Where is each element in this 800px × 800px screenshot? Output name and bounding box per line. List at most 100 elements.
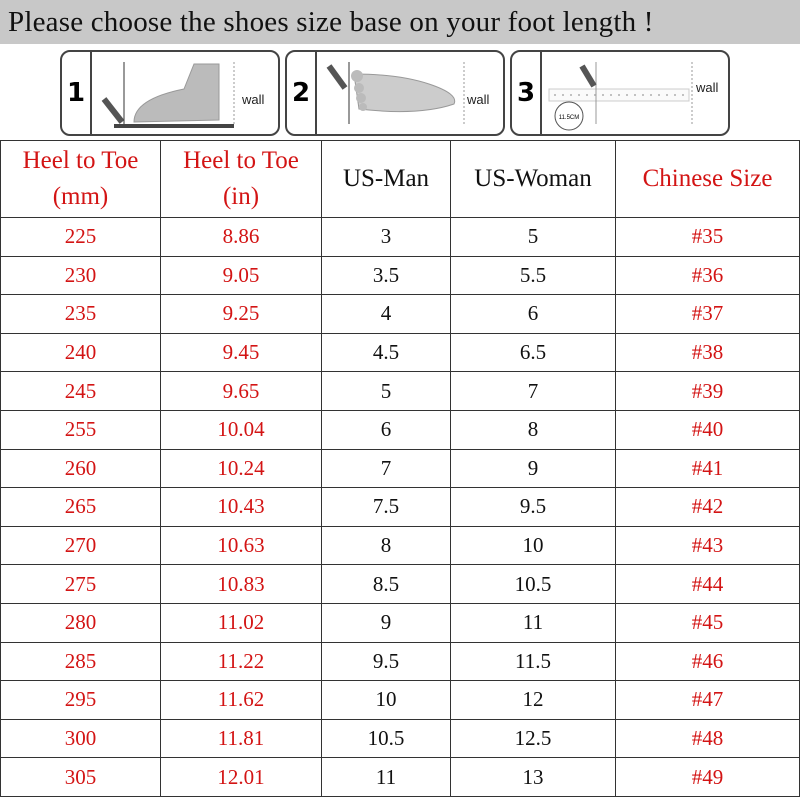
cell-in: 11.02 [160, 602, 322, 643]
foot-side-measure-icon [101, 62, 235, 128]
cell-in: 10.04 [160, 409, 322, 450]
cell-us-man: 10 [321, 680, 451, 720]
cell-chinese-size: #47 [615, 680, 800, 720]
header-heel-to-toe-mm: Heel to Toe (mm) [0, 140, 161, 218]
cell-chinese-size: #43 [615, 525, 800, 566]
step-3: 3 11.5CM wall [510, 50, 730, 136]
cell-mm: 230 [0, 255, 161, 296]
cell-us-woman: 11 [450, 602, 616, 643]
table-row: 270 10.63 8 10 #43 [0, 525, 800, 566]
cell-us-man: 3.5 [321, 255, 451, 296]
cell-us-woman: 5 [450, 217, 616, 257]
cell-mm: 245 [0, 371, 161, 411]
cell-in: 9.45 [160, 332, 322, 373]
cell-us-man: 3 [321, 217, 451, 257]
cell-us-woman: 13 [450, 757, 616, 797]
cell-us-man: 7 [321, 448, 451, 489]
cell-in: 9.65 [160, 371, 322, 411]
header-heel-to-toe-in: Heel to Toe (in) [160, 140, 322, 218]
table-row: 275 10.83 8.5 10.5 #44 [0, 564, 800, 604]
cell-chinese-size: #37 [615, 294, 800, 334]
step-1: 1 wall [60, 50, 280, 136]
cell-mm: 285 [0, 641, 161, 682]
table-row: 295 11.62 10 12 #47 [0, 680, 800, 720]
cell-us-woman: 6.5 [450, 332, 616, 373]
cell-us-man: 8.5 [321, 564, 451, 604]
table-row: 235 9.25 4 6 #37 [0, 294, 800, 334]
step-number: 2 [287, 52, 317, 134]
page-title: Please choose the shoes size base on you… [0, 0, 800, 44]
step-number: 3 [512, 52, 542, 134]
table-row: 245 9.65 5 7 #39 [0, 371, 800, 411]
cell-mm: 240 [0, 332, 161, 373]
wall-label: wall [696, 80, 719, 95]
cell-us-woman: 9 [450, 448, 616, 489]
cell-chinese-size: #49 [615, 757, 800, 797]
step-number: 1 [62, 52, 92, 134]
cell-us-woman: 11.5 [450, 641, 616, 682]
cell-chinese-size: #46 [615, 641, 800, 682]
cell-us-woman: 12.5 [450, 718, 616, 759]
cell-mm: 255 [0, 409, 161, 450]
cell-us-woman: 10.5 [450, 564, 616, 604]
cell-us-woman: 10 [450, 525, 616, 566]
foot-top-measure-icon [326, 62, 465, 124]
cell-mm: 265 [0, 487, 161, 527]
header-chinese-size: Chinese Size [615, 140, 800, 218]
cell-mm: 260 [0, 448, 161, 489]
measurement-steps: 1 wall 2 wall 3 11.5CM [60, 50, 740, 136]
table-row: 260 10.24 7 9 #41 [0, 448, 800, 489]
header-us-woman: US-Woman [450, 140, 616, 218]
cell-chinese-size: #48 [615, 718, 800, 759]
cell-us-man: 8 [321, 525, 451, 566]
cell-mm: 280 [0, 602, 161, 643]
cell-us-woman: 8 [450, 409, 616, 450]
table-row: 240 9.45 4.5 6.5 #38 [0, 332, 800, 373]
step-2: 2 wall [285, 50, 505, 136]
table-row: 285 11.22 9.5 11.5 #46 [0, 641, 800, 682]
cell-chinese-size: #41 [615, 448, 800, 489]
cell-mm: 295 [0, 680, 161, 720]
cell-us-woman: 7 [450, 371, 616, 411]
table-row: 305 12.01 11 13 #49 [0, 757, 800, 797]
cell-us-woman: 12 [450, 680, 616, 720]
cell-us-man: 6 [321, 409, 451, 450]
cell-in: 11.81 [160, 718, 322, 759]
cell-mm: 305 [0, 757, 161, 797]
wall-label: wall [467, 92, 490, 107]
cell-us-man: 4 [321, 294, 451, 334]
cell-us-man: 7.5 [321, 487, 451, 527]
cell-chinese-size: #42 [615, 487, 800, 527]
cell-in: 10.43 [160, 487, 322, 527]
cell-us-man: 4.5 [321, 332, 451, 373]
table-row: 255 10.04 6 8 #40 [0, 409, 800, 450]
cell-us-woman: 5.5 [450, 255, 616, 296]
cell-mm: 225 [0, 217, 161, 257]
cell-in: 10.24 [160, 448, 322, 489]
cell-in: 9.25 [160, 294, 322, 334]
cell-in: 10.83 [160, 564, 322, 604]
cell-in: 12.01 [160, 757, 322, 797]
wall-label: wall [242, 92, 265, 107]
cell-in: 9.05 [160, 255, 322, 296]
cell-us-man: 10.5 [321, 718, 451, 759]
size-chart-table: Heel to Toe (mm) Heel to Toe (in) US-Man U… [0, 140, 800, 797]
table-row: 225 8.86 3 5 #35 [0, 217, 800, 257]
cell-in: 8.86 [160, 217, 322, 257]
header-row: Heel to Toe (mm) Heel to Toe (in) US-Man U… [0, 140, 800, 218]
cell-us-man: 9 [321, 602, 451, 643]
cell-in: 11.62 [160, 680, 322, 720]
cell-mm: 300 [0, 718, 161, 759]
cell-chinese-size: #40 [615, 409, 800, 450]
table-row: 265 10.43 7.5 9.5 #42 [0, 487, 800, 527]
cell-chinese-size: #44 [615, 564, 800, 604]
table-row: 300 11.81 10.5 12.5 #48 [0, 718, 800, 759]
cell-mm: 270 [0, 525, 161, 566]
cell-chinese-size: #36 [615, 255, 800, 296]
cell-chinese-size: #35 [615, 217, 800, 257]
table-row: 230 9.05 3.5 5.5 #36 [0, 255, 800, 296]
cell-us-woman: 6 [450, 294, 616, 334]
cell-mm: 275 [0, 564, 161, 604]
cell-chinese-size: #38 [615, 332, 800, 373]
cell-us-man: 11 [321, 757, 451, 797]
